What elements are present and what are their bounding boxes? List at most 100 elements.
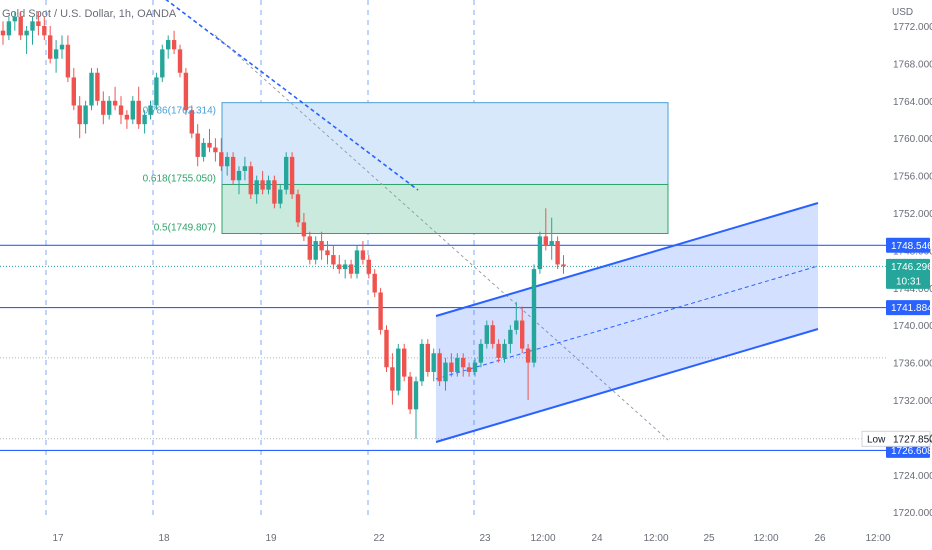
x-tick-label: 26: [814, 533, 826, 544]
candle-body: [555, 241, 560, 265]
candle-body: [266, 180, 271, 190]
candle-body: [407, 376, 413, 410]
candle-body: [236, 170, 242, 181]
y-tick-label: 1768.000: [893, 59, 932, 70]
candle-body: [514, 320, 519, 330]
candle-body: [478, 343, 484, 363]
candle-body: [425, 343, 430, 372]
x-tick-label: 24: [591, 533, 603, 544]
candle-body: [490, 325, 495, 344]
vertical-grid: [45, 0, 475, 518]
candle-body: [449, 362, 454, 372]
candle-body: [307, 236, 312, 260]
candle-body: [348, 264, 354, 274]
x-tick-label: 12:00: [530, 533, 555, 544]
x-tick-label: 18: [158, 533, 170, 544]
candles: [0, 11, 566, 439]
x-tick-label: 22: [373, 533, 385, 544]
candle-body: [384, 329, 389, 368]
candle-body: [201, 142, 206, 157]
price-tag-bg: [886, 237, 930, 253]
currency-label: USD: [892, 7, 913, 18]
candle-body: [154, 77, 159, 106]
candle-body: [466, 367, 472, 372]
x-tick-label: 19: [265, 533, 277, 544]
candle-body: [484, 325, 489, 344]
candle-body: [89, 72, 94, 106]
candle-body: [443, 362, 448, 382]
candle-body: [213, 147, 218, 153]
candle-body: [183, 72, 189, 111]
y-tick-label: 1764.000: [893, 97, 932, 108]
candle-body: [77, 105, 82, 125]
y-tick-label: 1752.000: [893, 209, 932, 220]
candle-body: [337, 264, 342, 270]
candle-body: [455, 357, 460, 372]
candle-body: [219, 152, 224, 167]
candle-body: [402, 348, 407, 377]
time-axis[interactable]: 17 18 19 22 23 12:00 24 12:00 25 12:00 26 12:00: [52, 533, 891, 544]
candle-body: [6, 21, 12, 36]
candle-body: [366, 259, 371, 274]
candle-body: [301, 222, 307, 237]
candle-body: [118, 105, 124, 115]
channel-lower-line: [435, 328, 819, 443]
candle-body: [112, 100, 118, 106]
candle-body: [30, 21, 35, 31]
trendlines: [165, 0, 669, 441]
fib-level-label: 0.786(1762.314): [143, 106, 216, 117]
candle-body: [254, 180, 259, 195]
candle-body: [472, 362, 478, 372]
candle-body: [248, 166, 253, 195]
candle-body: [95, 72, 100, 101]
candle-body: [130, 100, 135, 120]
candle-body: [325, 250, 330, 256]
diagonal-guide: [214, 34, 669, 441]
candle-body: [36, 21, 41, 26]
candle-body: [195, 133, 200, 157]
candle-body: [531, 269, 537, 363]
fib-zones: [221, 102, 669, 235]
candle-body: [124, 114, 130, 120]
candle-body: [53, 49, 59, 59]
low-tag-value: 1727.850: [893, 434, 932, 445]
candle-body: [508, 329, 513, 344]
candle-body: [378, 292, 383, 330]
low-tag-bg: [861, 430, 931, 447]
fib-labels: 0.786(1762.314) 0.618(1755.050) 0.5(1749.8…: [143, 106, 216, 234]
candle-body: [372, 273, 377, 293]
candle-body: [520, 320, 525, 349]
fib-zone-upper: [221, 102, 669, 185]
candle-body: [230, 156, 236, 181]
candle-body: [177, 49, 183, 73]
parallel-channel[interactable]: [435, 202, 819, 443]
y-tick-label: 1772.000: [893, 22, 932, 33]
candle-body: [18, 16, 23, 36]
candle-body: [242, 166, 248, 171]
fib-level-label: 0.5(1749.807): [154, 223, 216, 234]
y-tick-label: 1736.000: [893, 359, 932, 370]
candle-body: [225, 156, 230, 167]
candle-body: [71, 77, 76, 106]
candle-body: [396, 348, 401, 391]
candle-body: [171, 40, 177, 50]
fib-zone-lower: [221, 183, 669, 235]
candle-body: [160, 49, 165, 78]
candle-body: [431, 353, 436, 372]
price-tags: 1748.546 1746.296 10:31 1741.884 1726.608 Low…: [861, 237, 932, 458]
x-tick-label: 12:00: [865, 533, 890, 544]
candle-body: [413, 381, 419, 410]
candle-body: [148, 105, 153, 115]
candle-body: [295, 194, 301, 223]
candle-body: [537, 236, 543, 270]
y-tick-label: 1744.000: [893, 284, 932, 295]
candle-body: [343, 264, 348, 270]
candle-body: [207, 142, 212, 148]
candle-body: [461, 357, 466, 368]
candle-body: [83, 105, 88, 125]
candle-body: [12, 16, 17, 22]
candle-body: [319, 241, 324, 251]
horizontal-levels: [0, 244, 886, 452]
candle-body: [260, 180, 265, 190]
